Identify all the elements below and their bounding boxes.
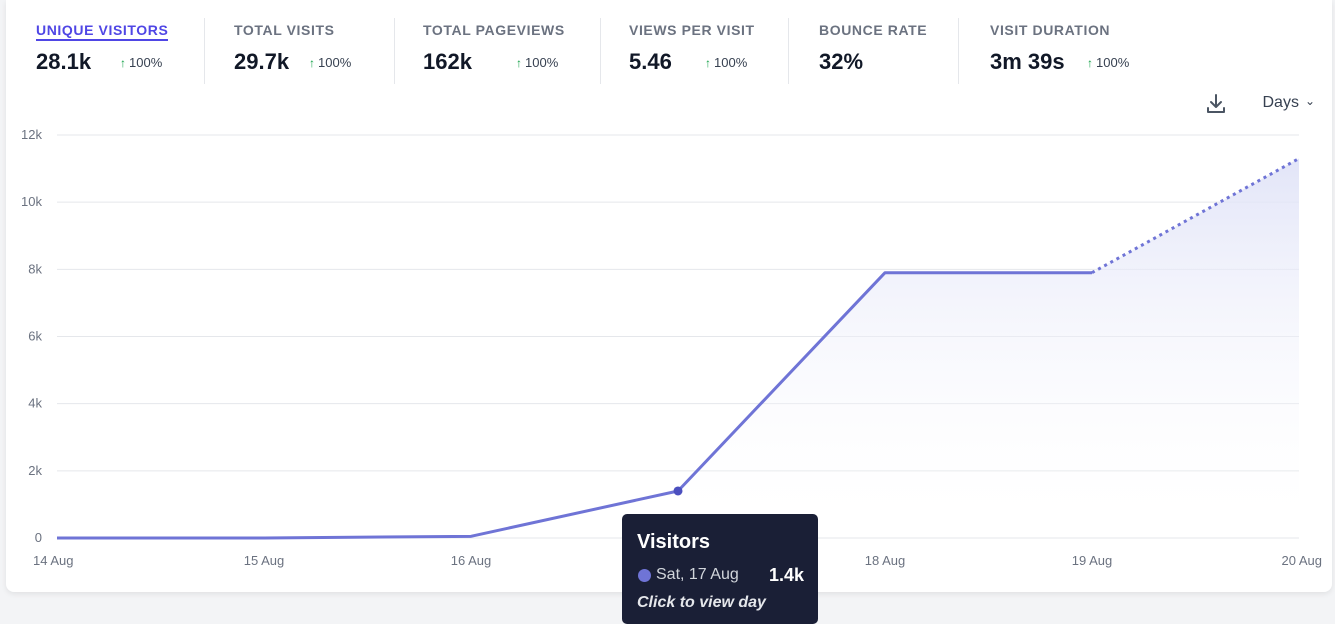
stat-change: ↑ 100% bbox=[705, 55, 748, 70]
tooltip-title: Visitors bbox=[637, 531, 710, 553]
x-tick-label: 18 Aug bbox=[865, 553, 906, 568]
stat-label: TOTAL VISITS bbox=[234, 22, 335, 38]
arrow-up-icon: ↑ bbox=[705, 56, 711, 70]
arrow-up-icon: ↑ bbox=[516, 56, 522, 70]
arrow-up-icon: ↑ bbox=[1087, 56, 1093, 70]
stat-value: 28.1k bbox=[36, 49, 92, 74]
stat-value: 32% bbox=[819, 49, 864, 74]
series-dot-icon bbox=[638, 569, 651, 582]
y-tick-label: 4k bbox=[28, 396, 42, 411]
stat-visit-duration[interactable]: VISIT DURATION 3m 39s ↑ 100% bbox=[958, 18, 1178, 84]
stat-label: VISIT DURATION bbox=[990, 22, 1111, 38]
x-tick-label: 16 Aug bbox=[451, 553, 492, 568]
tooltip-hint: Click to view day bbox=[637, 594, 766, 611]
series-line-projected bbox=[1091, 157, 1300, 275]
stat-label: VIEWS PER VISIT bbox=[629, 22, 755, 38]
series-line bbox=[57, 271, 1092, 540]
stat-total-pageviews[interactable]: TOTAL PAGEVIEWS 162k ↑ 100% bbox=[394, 18, 600, 84]
stat-label: TOTAL PAGEVIEWS bbox=[423, 22, 565, 38]
top-stats: UNIQUE VISITORS 28.1k ↑ 100% TOTAL VISITS… bbox=[6, 0, 1186, 84]
arrow-up-icon: ↑ bbox=[120, 56, 126, 70]
chevron-down-icon: ⌄ bbox=[1304, 94, 1315, 108]
arrow-up-icon: ↑ bbox=[309, 56, 315, 70]
y-tick-label: 10k bbox=[21, 194, 42, 209]
download-icon[interactable] bbox=[1205, 92, 1227, 116]
stat-label: BOUNCE RATE bbox=[819, 22, 928, 38]
y-tick-label: 12k bbox=[21, 127, 42, 142]
stat-change: ↑ 100% bbox=[516, 55, 559, 70]
stat-views-per-visit[interactable]: VIEWS PER VISIT 5.46 ↑ 100% bbox=[600, 18, 790, 84]
stat-change: ↑ 100% bbox=[309, 55, 352, 70]
stat-value: 3m 39s bbox=[990, 49, 1065, 74]
stat-unique-visitors[interactable]: UNIQUE VISITORS 28.1k ↑ 100% bbox=[36, 18, 206, 84]
y-tick-label: 2k bbox=[28, 463, 42, 478]
stat-change: ↑ 100% bbox=[1087, 55, 1130, 70]
x-tick-label: 14 Aug bbox=[33, 553, 74, 568]
series-area bbox=[57, 158, 1299, 538]
chart-controls: Days ⌄ bbox=[1195, 92, 1315, 118]
stat-bounce-rate[interactable]: BOUNCE RATE 32% bbox=[788, 18, 960, 84]
x-tick-label: 19 Aug bbox=[1072, 553, 1113, 568]
y-tick-label: 0 bbox=[35, 530, 42, 545]
tooltip-date: Sat, 17 Aug bbox=[656, 566, 739, 583]
interval-label: Days bbox=[1262, 94, 1299, 111]
y-tick-label: 8k bbox=[28, 261, 42, 276]
stat-change: ↑ 100% bbox=[120, 55, 163, 70]
stat-label: UNIQUE VISITORS bbox=[36, 22, 169, 41]
data-point-highlight[interactable] bbox=[673, 486, 683, 496]
x-tick-label: 20 Aug bbox=[1282, 553, 1323, 568]
interval-select[interactable]: Days ⌄ bbox=[1262, 94, 1315, 112]
stat-value: 5.46 bbox=[629, 49, 672, 74]
stat-value: 162k bbox=[423, 49, 472, 74]
x-tick-label: 15 Aug bbox=[244, 553, 285, 568]
y-tick-label: 6k bbox=[28, 329, 42, 344]
stat-total-visits[interactable]: TOTAL VISITS 29.7k ↑ 100% bbox=[204, 18, 394, 84]
stat-value: 29.7k bbox=[234, 49, 290, 74]
chart-tooltip[interactable]: Visitors Sat, 17 Aug 1.4k Click to view … bbox=[622, 514, 818, 624]
tooltip-value: 1.4k bbox=[768, 565, 804, 585]
